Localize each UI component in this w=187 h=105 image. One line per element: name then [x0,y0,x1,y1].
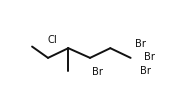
Text: Br: Br [92,67,103,77]
Text: Br: Br [135,39,146,49]
Text: Br: Br [144,52,155,62]
Text: Br: Br [140,66,151,76]
Text: Cl: Cl [47,35,57,45]
